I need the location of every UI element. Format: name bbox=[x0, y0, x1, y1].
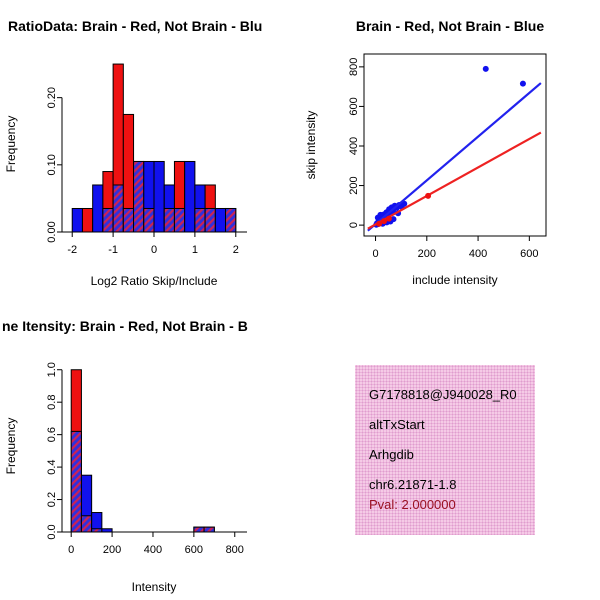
y-axis-label: Frequency bbox=[4, 116, 18, 173]
hist-bar-overlap bbox=[112, 184, 124, 233]
scatter-point bbox=[482, 65, 489, 72]
plot-box bbox=[363, 53, 547, 237]
hist-bar-overlap bbox=[163, 207, 175, 233]
hist-bar-overlap bbox=[194, 207, 206, 233]
y-axis-label: Frequency bbox=[4, 418, 18, 475]
x-axis-label: Intensity bbox=[132, 580, 177, 594]
hist-bar-overlap bbox=[143, 207, 155, 233]
hist-bar bbox=[214, 207, 227, 233]
info-line-pval: Pval: 2.000000 bbox=[369, 497, 456, 512]
scatter-point bbox=[385, 215, 392, 222]
y-tick-label: 1.0 bbox=[46, 362, 58, 377]
x-axis-label: include intensity bbox=[412, 273, 497, 287]
chart-title: Brain - Red, Not Brain - Blue bbox=[356, 18, 544, 34]
hist-bar bbox=[153, 160, 165, 233]
hist-bar-overlap bbox=[193, 526, 205, 533]
hist-bars bbox=[70, 369, 215, 533]
scatter-point bbox=[374, 214, 381, 221]
y-tick-label: 0.20 bbox=[46, 87, 58, 108]
points-brain-red bbox=[376, 192, 432, 227]
x-axis-label: Log2 Ratio Skip/Include bbox=[91, 274, 218, 288]
y-tick-label: 0 bbox=[348, 222, 360, 228]
gene-intensity-histogram-panel: ne Itensity: Brain - Red, Not Brain - B I… bbox=[2, 318, 248, 594]
chart-title: RatioData: Brain - Red, Not Brain - Blu bbox=[8, 18, 262, 34]
scatter-point bbox=[390, 216, 397, 223]
scatter-point bbox=[519, 80, 526, 87]
x-tick-label: 0 bbox=[68, 544, 74, 556]
blue-fit-line bbox=[367, 82, 542, 232]
hist-bar-overlap bbox=[102, 207, 114, 233]
hist-bar-overlap bbox=[122, 207, 135, 233]
x-tick-label: 400 bbox=[469, 248, 487, 260]
y-tick-label: 200 bbox=[348, 176, 360, 194]
y-axis-label: skip intensity bbox=[304, 111, 318, 180]
y-tick-label: 600 bbox=[348, 97, 360, 115]
y-tick-label: 0.4 bbox=[46, 459, 58, 474]
x-tick-label: 0 bbox=[372, 248, 378, 260]
info-line: chr6.21871-1.8 bbox=[369, 477, 457, 492]
x-tick-label: 200 bbox=[418, 248, 436, 260]
hist-bar-overlap bbox=[204, 207, 216, 233]
scatter-point bbox=[425, 192, 432, 199]
x-tick-label: -1 bbox=[108, 244, 118, 256]
hist-bar-overlap bbox=[133, 160, 145, 233]
y-tick-label: 0.8 bbox=[46, 395, 58, 410]
intensity-scatter-panel: Brain - Red, Not Brain - Blue include int… bbox=[304, 18, 547, 287]
x-tick-label: 200 bbox=[103, 544, 121, 556]
scatter-point bbox=[376, 220, 383, 227]
y-tick-label: 0.2 bbox=[46, 492, 58, 507]
hist-bar-overlap bbox=[225, 207, 237, 233]
hist-bars bbox=[71, 63, 237, 233]
y-tick-label: 800 bbox=[348, 58, 360, 76]
info-box: G7178818@J940028_R0 altTxStart Arhgdib c… bbox=[355, 365, 535, 535]
scatter-point bbox=[380, 218, 387, 225]
y-tick-label: 0.00 bbox=[46, 221, 58, 242]
ratio-histogram-panel: RatioData: Brain - Red, Not Brain - Blu L… bbox=[4, 18, 262, 288]
hist-bar bbox=[92, 184, 104, 233]
hist-bar-overlap bbox=[70, 430, 82, 533]
hist-bar-overlap bbox=[203, 526, 215, 533]
y-tick-label: 400 bbox=[348, 137, 360, 155]
x-tick-label: -2 bbox=[67, 244, 77, 256]
hist-bar bbox=[101, 528, 113, 533]
chart-title: ne Itensity: Brain - Red, Not Brain - B bbox=[2, 318, 248, 334]
info-line: G7178818@J940028_R0 bbox=[369, 387, 517, 402]
x-tick-label: 800 bbox=[226, 544, 244, 556]
red-fit-line bbox=[367, 131, 542, 230]
hist-bar bbox=[71, 207, 83, 233]
x-tick-label: 1 bbox=[192, 244, 198, 256]
x-tick-label: 0 bbox=[151, 244, 157, 256]
info-line: Arhgdib bbox=[369, 447, 414, 462]
hist-bar-overlap bbox=[80, 515, 93, 533]
fit-lines bbox=[367, 82, 542, 232]
hist-bar bbox=[184, 160, 196, 233]
x-tick-label: 600 bbox=[185, 544, 203, 556]
hist-bar-overlap bbox=[91, 528, 103, 533]
x-tick-label: 600 bbox=[520, 248, 538, 260]
x-tick-label: 2 bbox=[233, 244, 239, 256]
info-line: altTxStart bbox=[369, 417, 425, 432]
hist-bar bbox=[81, 207, 94, 233]
x-tick-label: 400 bbox=[144, 544, 162, 556]
points-not-brain-blue bbox=[373, 65, 526, 228]
y-tick-label: 0.10 bbox=[46, 154, 58, 175]
hist-bar-overlap bbox=[173, 207, 186, 233]
info-region: G7178818@J940028_R0 altTxStart Arhgdib c… bbox=[300, 300, 600, 600]
y-tick-label: 0.0 bbox=[46, 524, 58, 539]
y-tick-label: 0.6 bbox=[46, 427, 58, 442]
